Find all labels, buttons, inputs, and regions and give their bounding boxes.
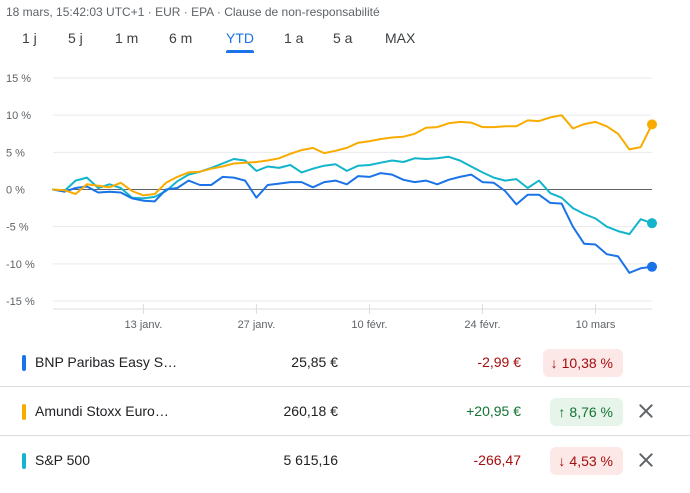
list-item[interactable]: S&P 500 5 615,16 -266,47 ↓ 4,53 % <box>0 436 690 485</box>
range-tab-6m[interactable]: 6 m <box>169 30 193 46</box>
arrow-down-icon: ↓ <box>550 355 558 371</box>
range-tab-max[interactable]: MAX <box>385 30 416 46</box>
arrow-down-icon: ↓ <box>558 453 566 469</box>
security-change: -266,47 <box>473 452 521 468</box>
security-price: 25,85 € <box>291 354 338 370</box>
security-name: S&P 500 <box>35 452 91 468</box>
y-tick-label: 10 % <box>6 110 31 122</box>
series-line <box>52 155 653 236</box>
list-item[interactable]: BNP Paribas Easy S… 25,85 € -2,99 € ↓ 10,… <box>0 338 690 387</box>
series-line <box>52 172 653 274</box>
y-tick-label: -10 % <box>6 259 35 271</box>
range-tab-5y[interactable]: 5 a <box>333 30 353 46</box>
remove-comparison-close-icon[interactable] <box>636 450 656 470</box>
range-tab-ytd[interactable]: YTD <box>226 30 254 53</box>
series-color-swatch <box>22 404 26 420</box>
series-color-swatch <box>22 453 26 469</box>
range-tab-1d[interactable]: 1 j <box>22 30 37 46</box>
y-tick-label: 0 % <box>6 185 25 197</box>
list-item[interactable]: Amundi Stoxx Euro… 260,18 € +20,95 € ↑ 8,… <box>0 387 690 436</box>
remove-comparison-close-icon[interactable] <box>636 401 656 421</box>
series-line <box>52 114 653 197</box>
x-tick-label: 13 janv. <box>125 319 163 331</box>
y-tick-label: 5 % <box>6 147 25 159</box>
y-tick-label: -15 % <box>6 296 35 308</box>
range-tab-1m[interactable]: 1 m <box>115 30 139 46</box>
arrow-up-icon: ↑ <box>558 404 566 420</box>
range-tab-1y[interactable]: 1 a <box>284 30 304 46</box>
security-name: BNP Paribas Easy S… <box>35 354 178 370</box>
security-change: +20,95 € <box>466 403 521 419</box>
active-range-indicator <box>226 50 254 53</box>
series-end-marker <box>647 261 657 272</box>
y-tick-label: 15 % <box>6 73 31 85</box>
time-range-selector: 1 j 5 j 1 m 6 m YTD 1 a 5 a MAX <box>0 30 690 56</box>
series-end-marker <box>647 119 657 130</box>
security-price: 260,18 € <box>283 403 339 419</box>
comparison-chart[interactable]: 15 % 10 % 5 % 0 % -5 % -10 % -15 % 13 janv. 27 j… <box>0 66 690 334</box>
x-tick-label: 10 mars <box>576 319 616 331</box>
series-color-swatch <box>22 355 26 371</box>
security-price: 5 615,16 <box>283 452 339 468</box>
security-change: -2,99 € <box>477 354 521 370</box>
comparison-list: BNP Paribas Easy S… 25,85 € -2,99 € ↓ 10,… <box>0 338 690 485</box>
range-tab-5d[interactable]: 5 j <box>68 30 83 46</box>
percent-change-badge: ↓ 4,53 % <box>550 447 623 475</box>
x-tick-label: 27 janv. <box>238 319 276 331</box>
percent-change-badge: ↓ 10,38 % <box>542 349 623 377</box>
security-name: Amundi Stoxx Euro… <box>35 403 169 419</box>
percent-change-badge: ↑ 8,76 % <box>550 398 623 426</box>
chart-svg: 15 % 10 % 5 % 0 % -5 % -10 % -15 % 13 janv. 27 j… <box>6 73 657 331</box>
y-tick-label: -5 % <box>6 222 29 234</box>
x-tick-label: 10 févr. <box>351 319 387 331</box>
quote-meta-line: 18 mars, 15:42:03 UTC+1 · EUR · EPA · Cl… <box>6 5 380 19</box>
x-tick-label: 24 févr. <box>464 319 500 331</box>
series-end-marker <box>647 218 657 229</box>
